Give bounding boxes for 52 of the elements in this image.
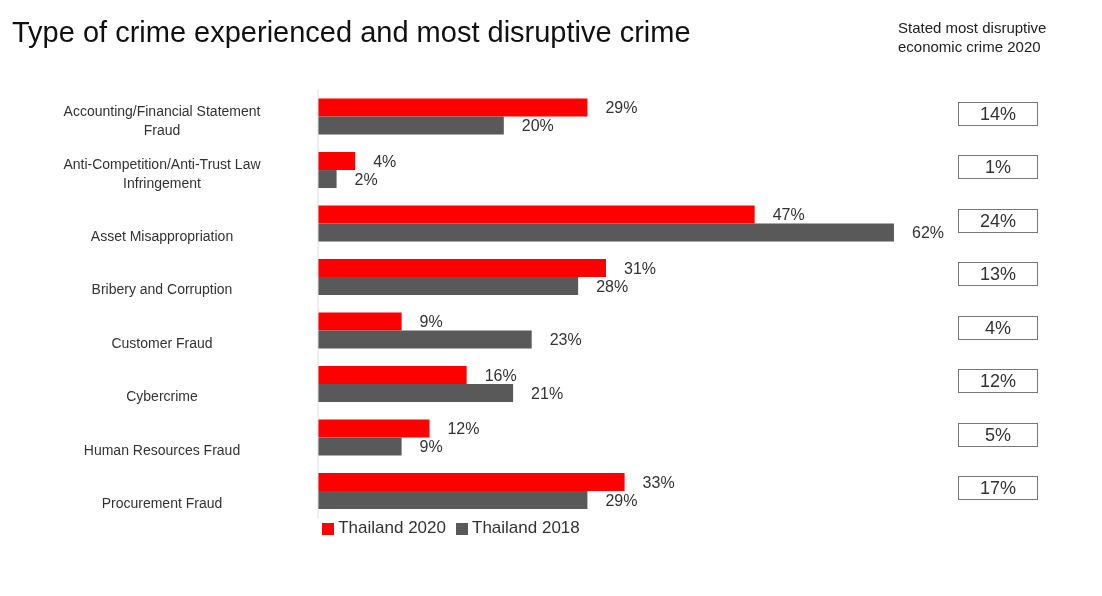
y-tick-label: Anti-Competition/Anti-Trust Law Infringement — [63, 156, 262, 192]
data-label: 12% — [447, 420, 480, 438]
text: Stated most disruptive economic crime 2020 — [898, 18, 1048, 56]
y-tick-label: Bribery and Corruption — [91, 281, 233, 298]
text: 1% — [958, 155, 1038, 180]
chart-title: Type of crime experienced and most disruptive crime — [12, 16, 691, 49]
y-tick-label: Cybercrime — [126, 388, 198, 405]
text: 17% — [958, 476, 1038, 501]
y-tick-label: Procurement Fraud — [101, 495, 223, 512]
y-tick-label: Accounting/Financial Statement Fraud — [63, 102, 261, 138]
y-tick-label: Human Resources Fraud — [83, 441, 241, 458]
bar — [318, 312, 402, 331]
bar — [318, 330, 532, 349]
data-label: 20% — [521, 117, 554, 135]
bar — [318, 152, 356, 171]
data-label: 9% — [419, 438, 443, 456]
text: 13% — [958, 262, 1038, 287]
data-label: 23% — [549, 331, 582, 349]
text: 14% — [958, 101, 1038, 126]
data-label: 29% — [605, 99, 638, 117]
data-label: 4% — [373, 152, 397, 170]
bar — [318, 223, 894, 242]
text: 4% — [958, 315, 1038, 340]
y-tick-label: Customer Fraud — [111, 334, 213, 351]
text: 12% — [958, 369, 1038, 394]
bar — [318, 384, 514, 403]
bar — [318, 277, 579, 296]
data-label: 2% — [354, 170, 378, 188]
data-label: 29% — [605, 491, 638, 509]
data-label: 62% — [912, 224, 945, 242]
bar — [318, 205, 755, 224]
data-label: 16% — [484, 366, 517, 384]
bar — [318, 116, 504, 135]
y-tick-label: Asset Misappropriation — [90, 227, 234, 244]
data-label: 28% — [596, 277, 629, 295]
data-label: 31% — [624, 259, 657, 277]
text: 5% — [958, 422, 1038, 447]
data-label: 9% — [419, 313, 443, 331]
text: 24% — [958, 208, 1038, 233]
bar — [318, 419, 430, 438]
legend-label: Thailand 2020 — [338, 518, 446, 537]
legend-label: Thailand 2018 — [472, 518, 580, 537]
bar — [318, 170, 337, 189]
bar — [318, 473, 625, 492]
bar — [318, 366, 467, 385]
data-label: 33% — [642, 473, 675, 491]
data-label: 21% — [531, 384, 564, 402]
data-label: 47% — [772, 206, 805, 224]
bar — [318, 491, 588, 510]
bar — [318, 98, 588, 117]
bar — [318, 437, 402, 456]
bar — [318, 259, 606, 278]
